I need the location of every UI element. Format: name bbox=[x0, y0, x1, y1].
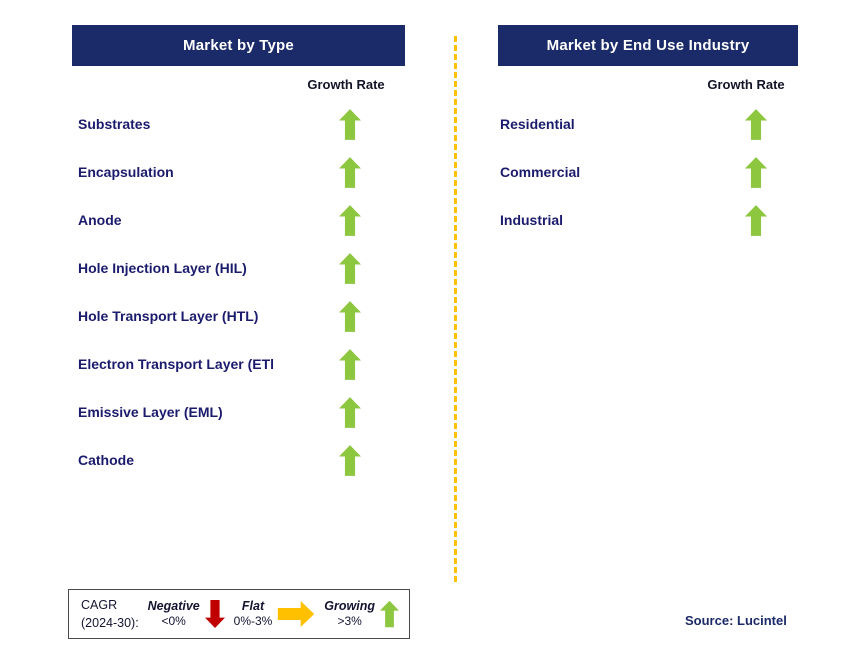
segment-label: Anode bbox=[78, 212, 122, 228]
growth-up-arrow-icon bbox=[380, 599, 399, 629]
segment-row-commercial: Commercial bbox=[500, 148, 776, 196]
cagr-legend: CAGR (2024-30): Negative <0% Flat 0%-3% … bbox=[68, 589, 410, 639]
segment-row-anode: Anode bbox=[78, 196, 370, 244]
segment-label: Residential bbox=[500, 116, 575, 132]
segment-label: Industrial bbox=[500, 212, 564, 228]
legend-texts: Negative <0% bbox=[148, 598, 200, 630]
segment-label: Electron Transport Layer (ETl bbox=[78, 356, 275, 372]
segment-row-residential: Residential bbox=[500, 100, 776, 148]
decline-down-arrow-icon bbox=[204, 599, 225, 629]
growth-up-arrow-icon bbox=[736, 204, 776, 237]
cagr-line1: CAGR bbox=[81, 597, 118, 612]
segment-label: Commercial bbox=[500, 164, 581, 180]
flat-right-arrow-icon bbox=[277, 601, 315, 627]
segment-label: Encapsulation bbox=[78, 164, 174, 180]
cagr-label: CAGR (2024-30): bbox=[81, 596, 139, 632]
right-segment-list: Residential Commercial Industrial bbox=[500, 100, 776, 244]
segment-row-encapsulation: Encapsulation bbox=[78, 148, 370, 196]
growth-up-arrow-icon bbox=[330, 348, 370, 381]
growth-up-arrow-icon bbox=[736, 156, 776, 189]
legend-texts: Growing >3% bbox=[324, 598, 375, 630]
right-panel-header: Market by End Use Industry bbox=[498, 25, 798, 66]
growth-up-arrow-icon bbox=[330, 396, 370, 429]
growth-up-arrow-icon bbox=[330, 300, 370, 333]
growth-up-arrow-icon bbox=[330, 444, 370, 477]
cagr-line2: (2024-30): bbox=[81, 616, 139, 630]
segment-row-hole-transport-layer: Hole Transport Layer (HTL) bbox=[78, 292, 370, 340]
growth-up-arrow-icon bbox=[736, 108, 776, 141]
legend-texts: Flat 0%-3% bbox=[234, 598, 273, 630]
growth-up-arrow-icon bbox=[330, 252, 370, 285]
segment-row-industrial: Industrial bbox=[500, 196, 776, 244]
segment-row-hole-injection-layer: Hole Injection Layer (HIL) bbox=[78, 244, 370, 292]
segment-label: Emissive Layer (EML) bbox=[78, 404, 223, 420]
legend-name: Negative bbox=[147, 599, 200, 614]
segment-row-substrates: Substrates bbox=[78, 100, 370, 148]
growth-up-arrow-icon bbox=[330, 108, 370, 141]
legend-name: Flat bbox=[241, 599, 265, 614]
legend-range: 0%-3% bbox=[233, 614, 273, 629]
left-panel-header: Market by Type bbox=[72, 25, 405, 66]
segment-label: Hole Transport Layer (HTL) bbox=[78, 308, 259, 324]
source-attribution: Source: Lucintel bbox=[685, 613, 787, 628]
segment-label: Hole Injection Layer (HIL) bbox=[78, 260, 247, 276]
growth-up-arrow-icon bbox=[330, 204, 370, 237]
segment-label: Cathode bbox=[78, 452, 134, 468]
legend-range: <0% bbox=[161, 614, 186, 629]
legend-entry-growing: Growing >3% bbox=[324, 598, 399, 630]
segment-label: Substrates bbox=[78, 116, 151, 132]
left-panel-title: Market by Type bbox=[183, 37, 294, 54]
segment-row-emissive-layer: Emissive Layer (EML) bbox=[78, 388, 370, 436]
left-segment-list: Substrates Encapsulation Anode Hole Inje… bbox=[78, 100, 370, 484]
segment-row-electron-transport-layer: Electron Transport Layer (ETl bbox=[78, 340, 370, 388]
legend-entry-flat: Flat 0%-3% bbox=[234, 598, 316, 630]
legend-entry-negative: Negative <0% bbox=[148, 598, 225, 630]
right-panel-title: Market by End Use Industry bbox=[546, 37, 750, 54]
legend-name: Growing bbox=[324, 599, 375, 614]
segment-row-cathode: Cathode bbox=[78, 436, 370, 484]
legend-range: >3% bbox=[337, 614, 362, 629]
growth-up-arrow-icon bbox=[330, 156, 370, 189]
left-growth-rate-label: Growth Rate bbox=[307, 77, 385, 92]
right-growth-rate-label: Growth Rate bbox=[707, 77, 785, 92]
dashed-divider bbox=[454, 36, 457, 582]
